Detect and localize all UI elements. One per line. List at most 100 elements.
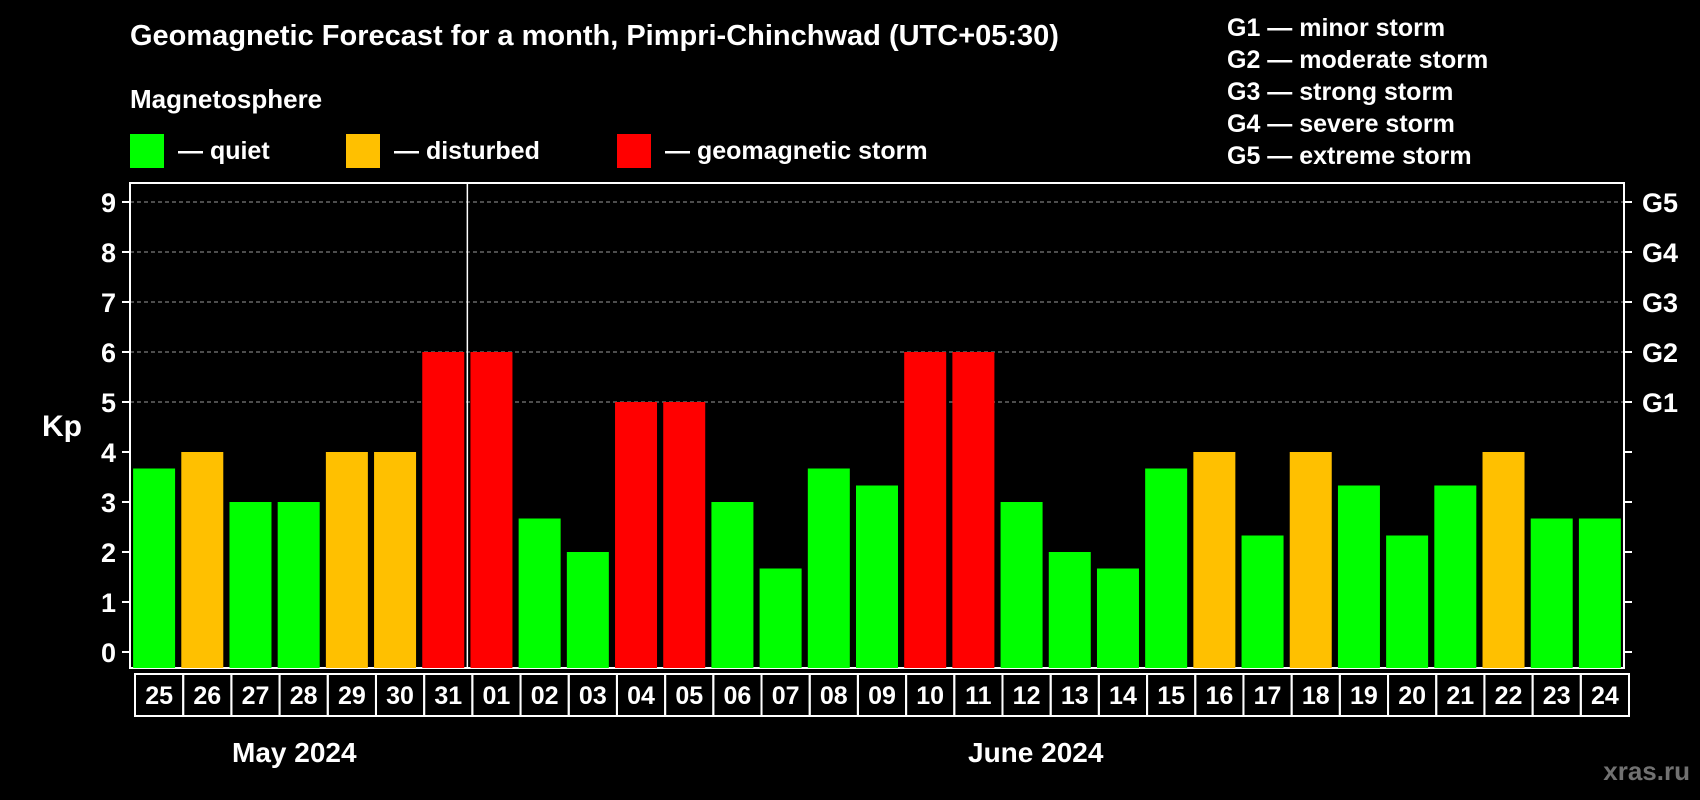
bar-11 [952, 352, 995, 668]
bar-16 [1193, 452, 1236, 668]
bar-02 [518, 518, 561, 668]
storm-scale-legend: G1 — minor storm G2 — moderate storm G3 … [1227, 12, 1488, 172]
storm-scale-g5: G5 — extreme storm [1227, 142, 1472, 170]
bar-15 [1145, 468, 1188, 668]
bar-17 [1241, 535, 1284, 668]
x-tick-label: 04 [627, 682, 655, 710]
watermark: xras.ru [1603, 756, 1690, 786]
bar-20 [1386, 535, 1429, 668]
storm-scale-g1: G1 — minor storm [1227, 14, 1446, 42]
x-tick-label: 14 [1109, 682, 1137, 710]
y-tick-label: 3 [101, 488, 116, 518]
x-tick-label: 25 [145, 682, 173, 710]
legend-quiet: — quiet [130, 134, 270, 168]
x-tick-label: 12 [1013, 682, 1041, 710]
month-label-june: June 2024 [968, 737, 1104, 768]
bar-27 [229, 502, 272, 668]
chart-title: Geomagnetic Forecast for a month, Pimpri… [130, 20, 1059, 52]
legend-disturbed: — disturbed [346, 134, 540, 168]
x-tick-label: 22 [1495, 682, 1523, 710]
g-scale-tick-label: G5 [1642, 188, 1678, 218]
bar-29 [325, 452, 368, 668]
bar-24 [1578, 518, 1621, 668]
legend-disturbed-label: — disturbed [394, 136, 540, 165]
bar-26 [181, 452, 224, 668]
x-tick-label: 02 [531, 682, 559, 710]
legend-quiet-label: — quiet [178, 136, 270, 165]
x-tick-label: 06 [724, 682, 752, 710]
bar-06 [711, 502, 754, 668]
x-tick-label: 30 [386, 682, 414, 710]
bar-09 [856, 485, 898, 668]
legend-disturbed-swatch [346, 134, 380, 168]
y-axis-label: Kp [42, 410, 82, 443]
x-tick-label: 21 [1446, 682, 1474, 710]
bar-13 [1048, 552, 1091, 668]
storm-scale-g2: G2 — moderate storm [1227, 46, 1489, 74]
y-tick-label: 6 [101, 338, 116, 368]
x-tick-label: 20 [1398, 682, 1426, 710]
x-tick-label: 31 [434, 682, 462, 710]
x-tick-label: 07 [772, 682, 800, 710]
g-scale-tick-label: G2 [1642, 338, 1678, 368]
x-tick-label: 11 [965, 682, 992, 710]
y-tick-label: 5 [101, 388, 116, 418]
x-tick-label: 27 [242, 682, 270, 710]
y-tick-label: 1 [101, 588, 116, 618]
magnetosphere-label: Magnetosphere [130, 84, 323, 114]
y-tick-label: 2 [101, 538, 116, 568]
bar-25 [133, 468, 176, 668]
x-tick-label: 09 [868, 682, 896, 710]
x-tick-label: 01 [483, 682, 511, 710]
legend-storm-swatch [617, 134, 651, 168]
month-label-may: May 2024 [232, 737, 357, 768]
bar-05 [663, 402, 706, 668]
bar-18 [1289, 452, 1332, 668]
bar-31 [422, 352, 465, 668]
legend-quiet-swatch [130, 134, 164, 168]
x-tick-label: 28 [290, 682, 318, 710]
x-tick-label: 19 [1350, 682, 1378, 710]
x-tick-label: 23 [1543, 682, 1571, 710]
bar-07 [759, 568, 802, 668]
bar-04 [615, 402, 658, 668]
g-scale-tick-label: G4 [1642, 238, 1678, 268]
storm-scale-g4: G4 — severe storm [1227, 110, 1455, 138]
x-tick-label: 15 [1157, 682, 1185, 710]
bar-14 [1096, 568, 1139, 668]
g-scale-tick-label: G3 [1642, 288, 1678, 318]
bar-23 [1530, 518, 1573, 668]
y-tick-label: 4 [101, 438, 116, 468]
bar-22 [1482, 452, 1525, 668]
bar-21 [1434, 485, 1477, 668]
y-tick-label: 8 [101, 238, 116, 268]
storm-scale-g3: G3 — strong storm [1227, 78, 1454, 106]
x-tick-label: 13 [1061, 682, 1089, 710]
day-box [1579, 673, 1630, 717]
x-tick-label: 26 [193, 682, 221, 710]
bar-19 [1337, 485, 1380, 668]
y-tick-label: 9 [101, 188, 116, 218]
bar-30 [374, 452, 417, 668]
y-tick-label: 0 [101, 638, 116, 668]
g-scale-tick-label: G1 [1642, 388, 1678, 418]
bar-12 [1000, 502, 1043, 668]
x-tick-label: 03 [579, 682, 607, 710]
x-tick-label: 29 [338, 682, 366, 710]
bar-08 [807, 468, 850, 668]
x-tick-label: 10 [916, 682, 944, 710]
x-tick-label: 17 [1254, 682, 1282, 710]
x-tick-label: 18 [1302, 682, 1330, 710]
x-tick-label: 05 [675, 682, 703, 710]
bar-01 [470, 352, 513, 668]
bar-28 [277, 502, 320, 668]
x-tick-label: 24 [1591, 682, 1619, 710]
bar-03 [566, 552, 609, 668]
legend-storm: — geomagnetic storm [617, 134, 928, 168]
bar-10 [904, 352, 947, 668]
x-tick-label: 16 [1205, 682, 1233, 710]
legend-storm-label: — geomagnetic storm [665, 136, 928, 165]
y-tick-label: 7 [101, 288, 116, 318]
x-tick-label: 08 [820, 682, 848, 710]
